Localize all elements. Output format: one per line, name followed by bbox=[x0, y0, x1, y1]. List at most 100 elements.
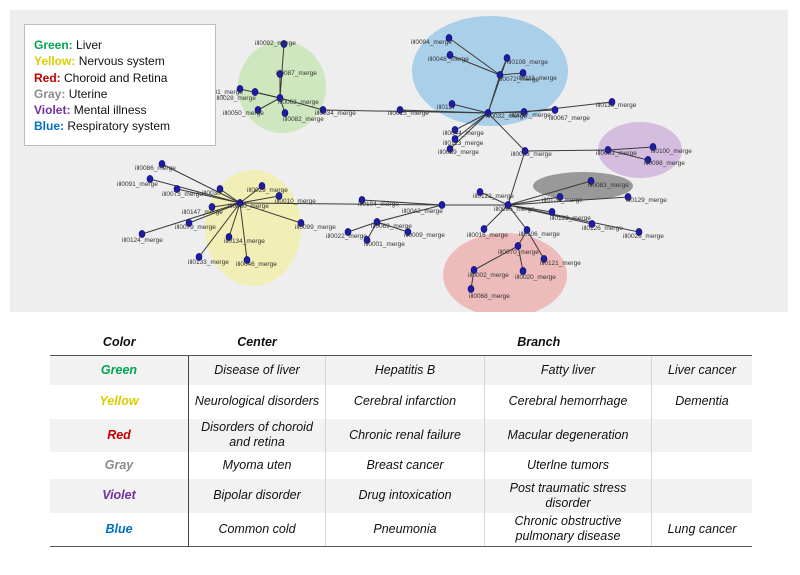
graph-node-label: ill0002_merge bbox=[468, 272, 509, 279]
graph-node bbox=[540, 255, 548, 263]
header-color: Color bbox=[50, 328, 189, 356]
row-color: Violet bbox=[50, 478, 189, 513]
graph-node bbox=[470, 266, 478, 274]
row-color: Green bbox=[50, 355, 189, 385]
graph-node-label: ill0028_merge bbox=[215, 95, 256, 102]
graph-node bbox=[258, 182, 266, 190]
row-center: Neurological disorders bbox=[188, 384, 326, 419]
graph-node-label: ill0060_merge bbox=[228, 203, 269, 210]
edge-18 bbox=[448, 37, 501, 76]
graph-node-label: ill0032_merge bbox=[486, 113, 527, 120]
edge-3 bbox=[254, 91, 281, 99]
row-branch-2: Macular degeneration bbox=[484, 418, 652, 452]
row-branch-1: Pneumonia bbox=[325, 512, 485, 547]
graph-node bbox=[276, 70, 284, 78]
graph-node-label: ill0001_merge bbox=[364, 241, 405, 248]
graph-node-label: ill0042_merge bbox=[402, 208, 443, 215]
graph-node-label: ill0030 bbox=[202, 190, 221, 197]
graph-node bbox=[548, 208, 556, 216]
table-row-red: Red Disorders of choroid and retina Chro… bbox=[50, 418, 752, 452]
graph-node bbox=[185, 219, 193, 227]
graph-node-label: ill0094_merge bbox=[411, 39, 452, 46]
graph-node bbox=[514, 242, 522, 250]
graph-node bbox=[446, 145, 454, 153]
row-branch-3: Dementia bbox=[651, 384, 752, 419]
graph-node bbox=[556, 193, 564, 201]
graph-node bbox=[146, 175, 154, 183]
cluster-violet bbox=[598, 122, 682, 178]
graph-node bbox=[451, 135, 459, 143]
graph-node-label: ill0121_merge bbox=[540, 260, 581, 267]
edge-57 bbox=[526, 229, 545, 260]
edge-31 bbox=[239, 185, 263, 204]
graph-node bbox=[496, 71, 504, 79]
graph-node bbox=[446, 51, 454, 59]
graph-node-label: ill0010_merge bbox=[275, 198, 316, 205]
row-center: Disease of liver bbox=[188, 355, 326, 385]
edge-16 bbox=[487, 111, 525, 114]
graph-node-label: ill0110_merge bbox=[596, 102, 637, 109]
edge-33 bbox=[211, 202, 241, 208]
edge-54 bbox=[483, 204, 509, 230]
table-row-yellow: Yellow Neurological disorders Cerebral i… bbox=[50, 384, 752, 419]
graph-node bbox=[243, 256, 251, 264]
row-center: Disorders of choroid and retina bbox=[188, 418, 326, 452]
row-branch-3: Liver cancer bbox=[651, 355, 752, 385]
network-graph-panel: ill0092_merge ill0087_merge ill0081_merge i… bbox=[10, 10, 788, 312]
graph-node-label: ill0113_merge bbox=[443, 140, 484, 147]
legend-text-gray: Uterine bbox=[68, 86, 108, 101]
table-row-green: Green Disease of liver Hepatitis B Fatty… bbox=[50, 355, 752, 385]
edge-10 bbox=[454, 112, 489, 131]
graph-node bbox=[236, 199, 244, 207]
graph-node-label: ill0127 bbox=[437, 104, 456, 111]
graph-node bbox=[551, 106, 559, 114]
graph-node bbox=[358, 196, 366, 204]
graph-node bbox=[587, 177, 595, 185]
graph-node-label: ill0020_merge bbox=[515, 274, 556, 281]
edge-42 bbox=[376, 204, 443, 223]
row-branch-2: Fatty liver bbox=[484, 355, 652, 385]
row-branch-1: Cerebral infarction bbox=[325, 384, 485, 419]
graph-node-label: ill0129_merge bbox=[626, 197, 667, 204]
graph-node bbox=[451, 126, 459, 134]
graph-node-label: ill0009_merge bbox=[404, 232, 445, 239]
graph-node-label: ill0082_merge bbox=[283, 116, 324, 123]
header-center: Center bbox=[188, 328, 326, 356]
legend-item-yellow: Yellow: Nervous system bbox=[34, 53, 215, 69]
graph-node-label: ill0104_merge bbox=[358, 201, 399, 208]
edge-29 bbox=[176, 188, 241, 204]
graph-node bbox=[519, 267, 527, 275]
graph-node bbox=[476, 188, 484, 196]
legend-text-blue: Respiratory system bbox=[67, 119, 171, 134]
edge-30 bbox=[219, 188, 241, 204]
legend-key-green: Green: bbox=[34, 38, 73, 52]
row-color: Gray bbox=[104, 457, 134, 472]
edge-32 bbox=[239, 195, 280, 204]
graph-node bbox=[404, 228, 412, 236]
edge-47 bbox=[479, 191, 509, 206]
edge-8 bbox=[399, 109, 489, 114]
network-graph: ill0092_mergeill0087_mergeill0081_mergei… bbox=[117, 16, 692, 312]
legend-item-blue: Blue: Respiratory system bbox=[34, 118, 215, 134]
graph-node bbox=[523, 226, 531, 234]
edge-53 bbox=[507, 204, 640, 233]
edge-37 bbox=[228, 202, 241, 238]
graph-node-label: ill0111_merge bbox=[517, 75, 557, 82]
graph-node-label: ill0096_merge bbox=[494, 206, 535, 213]
legend-item-green: Green: Liver bbox=[34, 37, 215, 53]
graph-node-label: ill0050_merge bbox=[223, 110, 264, 117]
graph-node bbox=[624, 193, 632, 201]
graph-node-label: ill0044_merge bbox=[443, 130, 484, 137]
graph-node bbox=[608, 98, 616, 106]
graph-node bbox=[521, 147, 529, 155]
graph-node-label: ill0124_merge bbox=[122, 237, 163, 244]
graph-node bbox=[276, 94, 284, 102]
edge-25 bbox=[607, 146, 654, 151]
graph-node-labels: ill0092_mergeill0087_mergeill0081_mergei… bbox=[117, 39, 692, 300]
graph-node bbox=[297, 219, 305, 227]
edge-35 bbox=[188, 202, 241, 224]
graph-node-label: ill0091_merge bbox=[117, 181, 158, 188]
edge-12 bbox=[449, 112, 489, 150]
row-color: Red bbox=[50, 418, 189, 452]
row-color: Blue bbox=[50, 512, 189, 547]
